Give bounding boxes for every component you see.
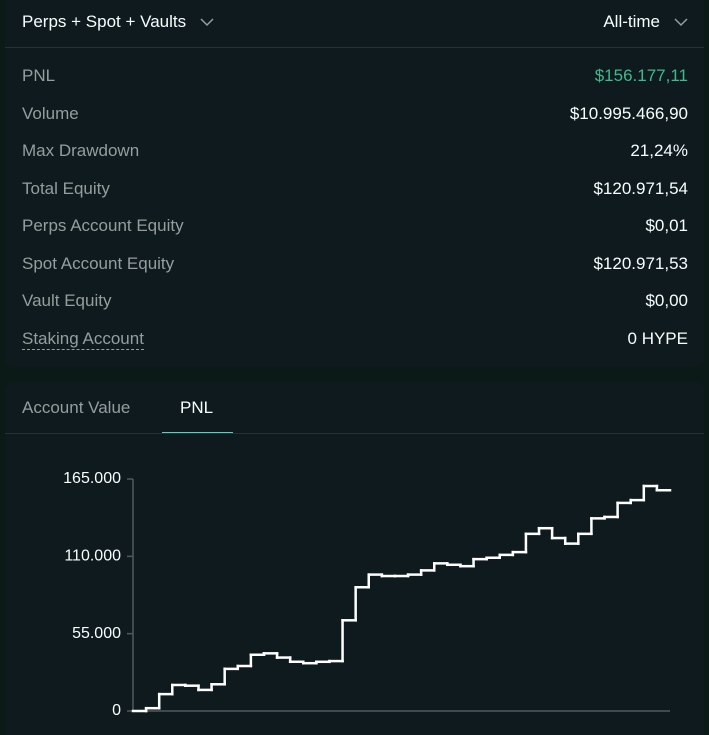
stat-label: Total Equity [22,178,110,198]
stat-value: $156.177,11 [594,66,688,85]
y-tick-label: 55.000 [72,625,121,642]
stat-label: Volume [22,103,79,123]
account-filter-label: Perps + Spot + Vaults [22,12,187,31]
chart: 0 55.000 110.000 165.000 [63,470,672,719]
time-filter-label: All-time [603,12,660,31]
stat-label: Staking Account [22,328,144,350]
stat-value: $0,00 [645,291,688,310]
stat-label: PNL [22,66,56,85]
stat-value: 0 HYPE [627,328,688,348]
stat-label: Perps Account Equity [22,216,184,235]
chevron [674,18,688,27]
stat-row: Total Equity $120.971,54 [22,179,688,203]
y-tick-label: 165.000 [63,470,121,487]
stat-value: $10.995.466,90 [569,103,688,123]
divider [5,47,704,48]
stat-row: Staking Account 0 HYPE [22,329,688,353]
stat-label: Vault Equity [22,291,112,310]
stat-row: Volume $10.995.466,90 [22,104,688,128]
summary-panel: Perps + Spot + Vaults All-time PNL $156.1… [5,0,704,367]
chevron [200,18,214,27]
stat-row: PNL $156.177,11 [22,66,688,90]
stat-row: Vault Equity $0,00 [22,291,688,315]
stat-label: Max Drawdown [22,141,140,160]
y-tick-label: 0 [112,702,121,719]
chart-panel: Account Value PNL 0 55.000 110.000 165.000 [5,382,704,735]
time-filter[interactable]: All-time [603,12,688,32]
tab-pnl[interactable]: PNL [180,398,214,417]
stat-row: Max Drawdown 21,24% [22,141,688,165]
stat-value: $0,01 [645,216,688,235]
stat-value: 21,24% [630,141,688,160]
divider [5,433,704,434]
stat-row: Perps Account Equity $0,01 [22,216,688,240]
tab-account-value[interactable]: Account Value [22,398,131,417]
stat-row: Spot Account Equity $120.971,53 [22,254,688,278]
y-tick-label: 110.000 [64,548,121,565]
stat-value: $120.971,54 [593,178,688,198]
stat-label: Spot Account Equity [22,253,175,273]
account-filter[interactable]: Perps + Spot + Vaults [22,12,214,32]
stat-value: $120.971,53 [593,253,688,273]
